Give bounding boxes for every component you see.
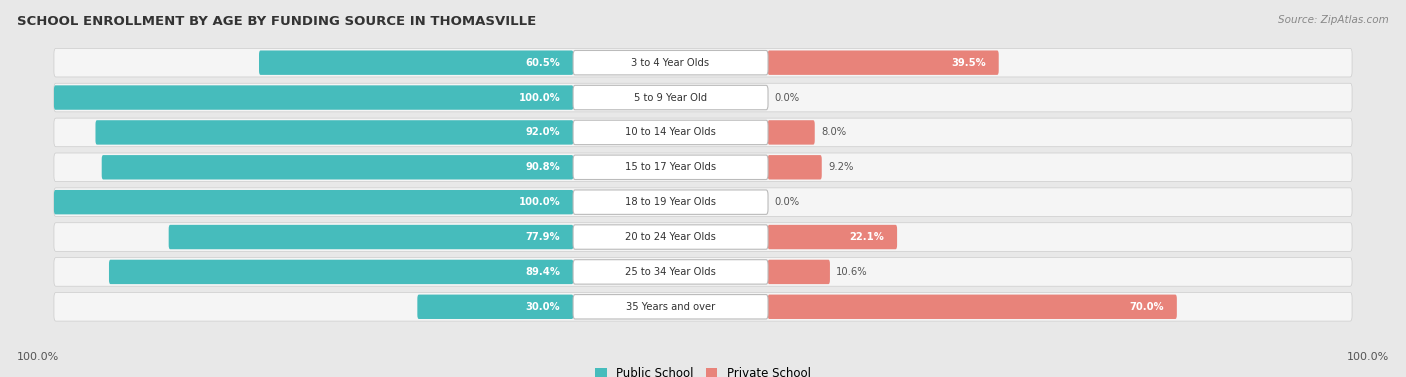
- Text: 22.1%: 22.1%: [849, 232, 884, 242]
- Legend: Public School, Private School: Public School, Private School: [595, 367, 811, 377]
- FancyBboxPatch shape: [574, 120, 768, 145]
- Text: 25 to 34 Year Olds: 25 to 34 Year Olds: [626, 267, 716, 277]
- FancyBboxPatch shape: [768, 294, 1177, 319]
- FancyBboxPatch shape: [96, 120, 574, 145]
- Text: 35 Years and over: 35 Years and over: [626, 302, 716, 312]
- FancyBboxPatch shape: [768, 260, 830, 284]
- FancyBboxPatch shape: [574, 225, 768, 249]
- FancyBboxPatch shape: [53, 118, 1353, 147]
- Text: 92.0%: 92.0%: [526, 127, 560, 138]
- FancyBboxPatch shape: [768, 51, 998, 75]
- Text: 77.9%: 77.9%: [526, 232, 560, 242]
- FancyBboxPatch shape: [574, 51, 768, 75]
- FancyBboxPatch shape: [53, 48, 1353, 77]
- Text: 0.0%: 0.0%: [775, 92, 800, 103]
- FancyBboxPatch shape: [768, 120, 814, 145]
- FancyBboxPatch shape: [53, 188, 1353, 216]
- FancyBboxPatch shape: [574, 155, 768, 179]
- Text: 100.0%: 100.0%: [17, 352, 59, 362]
- Text: SCHOOL ENROLLMENT BY AGE BY FUNDING SOURCE IN THOMASVILLE: SCHOOL ENROLLMENT BY AGE BY FUNDING SOUR…: [17, 15, 536, 28]
- FancyBboxPatch shape: [768, 155, 821, 179]
- Text: 10.6%: 10.6%: [837, 267, 868, 277]
- FancyBboxPatch shape: [574, 85, 768, 110]
- FancyBboxPatch shape: [574, 190, 768, 215]
- FancyBboxPatch shape: [574, 294, 768, 319]
- Text: 100.0%: 100.0%: [519, 197, 560, 207]
- FancyBboxPatch shape: [53, 190, 574, 215]
- Text: 8.0%: 8.0%: [821, 127, 846, 138]
- FancyBboxPatch shape: [53, 85, 574, 110]
- Text: 5 to 9 Year Old: 5 to 9 Year Old: [634, 92, 707, 103]
- Text: 20 to 24 Year Olds: 20 to 24 Year Olds: [626, 232, 716, 242]
- FancyBboxPatch shape: [53, 293, 1353, 321]
- Text: 89.4%: 89.4%: [526, 267, 560, 277]
- FancyBboxPatch shape: [53, 153, 1353, 182]
- Text: 70.0%: 70.0%: [1129, 302, 1164, 312]
- Text: Source: ZipAtlas.com: Source: ZipAtlas.com: [1278, 15, 1389, 25]
- FancyBboxPatch shape: [418, 294, 574, 319]
- FancyBboxPatch shape: [53, 223, 1353, 251]
- Text: 9.2%: 9.2%: [828, 162, 853, 172]
- Text: 60.5%: 60.5%: [526, 58, 560, 68]
- FancyBboxPatch shape: [53, 83, 1353, 112]
- FancyBboxPatch shape: [169, 225, 574, 249]
- Text: 0.0%: 0.0%: [775, 197, 800, 207]
- Text: 100.0%: 100.0%: [1347, 352, 1389, 362]
- FancyBboxPatch shape: [768, 225, 897, 249]
- Text: 100.0%: 100.0%: [519, 92, 560, 103]
- Text: 10 to 14 Year Olds: 10 to 14 Year Olds: [626, 127, 716, 138]
- FancyBboxPatch shape: [101, 155, 574, 179]
- Text: 18 to 19 Year Olds: 18 to 19 Year Olds: [626, 197, 716, 207]
- FancyBboxPatch shape: [53, 257, 1353, 286]
- Text: 3 to 4 Year Olds: 3 to 4 Year Olds: [631, 58, 710, 68]
- FancyBboxPatch shape: [259, 51, 574, 75]
- Text: 30.0%: 30.0%: [526, 302, 560, 312]
- Text: 90.8%: 90.8%: [526, 162, 560, 172]
- FancyBboxPatch shape: [110, 260, 574, 284]
- Text: 15 to 17 Year Olds: 15 to 17 Year Olds: [626, 162, 716, 172]
- Text: 39.5%: 39.5%: [950, 58, 986, 68]
- FancyBboxPatch shape: [574, 260, 768, 284]
